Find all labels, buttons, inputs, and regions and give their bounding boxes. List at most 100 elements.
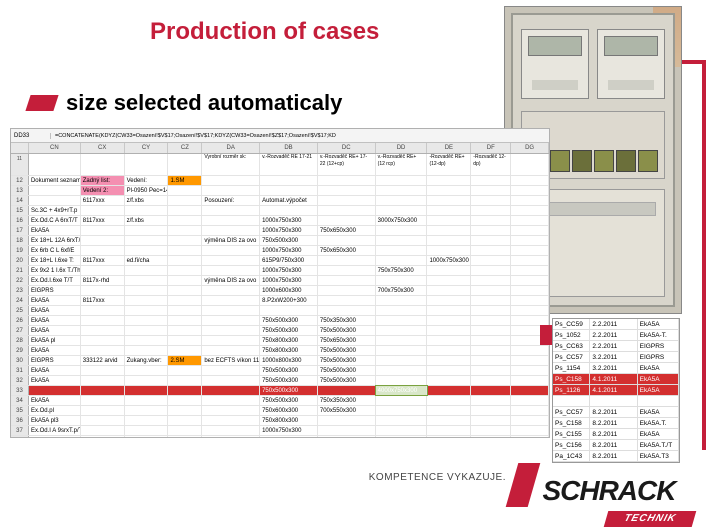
cell[interactable] — [427, 286, 471, 295]
cell[interactable]: 750x500x300 — [318, 346, 376, 355]
cell[interactable] — [202, 336, 260, 345]
cell[interactable] — [318, 216, 376, 225]
cell[interactable] — [260, 176, 318, 185]
column-header[interactable]: DC — [318, 143, 376, 153]
cell[interactable] — [168, 396, 202, 405]
cell[interactable]: Ex.Od.C A 6rxT/T — [29, 216, 81, 225]
cell[interactable] — [376, 316, 428, 325]
cell[interactable] — [471, 286, 511, 295]
cell[interactable] — [125, 276, 169, 285]
cell[interactable]: 750x800x300 — [260, 346, 318, 355]
cell[interactable] — [81, 426, 125, 435]
cell[interactable]: 750x500x300 — [260, 316, 318, 325]
cell[interactable] — [376, 426, 428, 435]
cell[interactable]: Ex 9x2 1 I.6x T./Th. — [29, 266, 81, 275]
cell[interactable] — [511, 226, 549, 235]
cell[interactable] — [427, 426, 471, 435]
cell[interactable] — [168, 186, 202, 195]
cell[interactable] — [427, 226, 471, 235]
cell[interactable] — [376, 396, 428, 405]
cell[interactable]: z/f.xbs — [125, 196, 169, 205]
cell[interactable]: z/f.xbs — [125, 216, 169, 225]
cell[interactable]: 8117xxx — [81, 256, 125, 265]
cell[interactable] — [81, 376, 125, 385]
cell[interactable] — [427, 376, 471, 385]
cell[interactable]: Dokument seznam — [29, 176, 81, 185]
cell[interactable] — [202, 316, 260, 325]
cell[interactable] — [376, 196, 428, 205]
cell[interactable] — [376, 296, 428, 305]
cell[interactable] — [81, 316, 125, 325]
cell[interactable]: 750x500x300 — [260, 366, 318, 375]
cell[interactable] — [318, 286, 376, 295]
cell[interactable] — [471, 206, 511, 215]
cell[interactable] — [168, 416, 202, 425]
cell[interactable] — [202, 436, 260, 438]
cell[interactable] — [125, 316, 169, 325]
cell[interactable] — [511, 436, 549, 438]
cell[interactable] — [81, 226, 125, 235]
cell[interactable] — [318, 256, 376, 265]
cell[interactable] — [471, 406, 511, 415]
cell[interactable] — [202, 286, 260, 295]
cell[interactable]: 14 — [11, 196, 29, 205]
cell[interactable]: 37 — [11, 426, 29, 435]
cell[interactable] — [427, 296, 471, 305]
cell[interactable]: 750x350x300 — [318, 316, 376, 325]
cell[interactable]: Pl-0950 Pec=14 — [125, 186, 169, 195]
cell[interactable]: 6117xxx — [81, 196, 125, 205]
cell[interactable] — [471, 386, 511, 395]
cell[interactable] — [125, 286, 169, 295]
cell[interactable] — [376, 246, 428, 255]
cell[interactable]: -Rozvaděč RE+ (12-dp) — [427, 154, 471, 175]
cell[interactable]: Vedení 2: — [81, 186, 125, 195]
cell[interactable] — [202, 326, 260, 335]
cell[interactable] — [376, 336, 428, 345]
cell[interactable] — [376, 326, 428, 335]
cell[interactable] — [125, 266, 169, 275]
cell[interactable]: 35 — [11, 406, 29, 415]
cell[interactable]: 750x350x300 — [318, 396, 376, 405]
cell[interactable] — [318, 386, 376, 395]
cell[interactable]: výměna DIS za ovo — [202, 276, 260, 285]
cell[interactable] — [202, 426, 260, 435]
cell[interactable]: Ex 18+L I.6xe T: — [29, 256, 81, 265]
cell[interactable]: 29 — [11, 346, 29, 355]
cell[interactable]: 750x650x300 — [318, 226, 376, 235]
cell[interactable] — [318, 236, 376, 245]
cell[interactable] — [125, 376, 169, 385]
cell[interactable] — [427, 216, 471, 225]
cell[interactable]: 700x550x300 — [318, 406, 376, 415]
cell[interactable] — [318, 266, 376, 275]
cell[interactable] — [376, 376, 428, 385]
cell[interactable]: 18 — [11, 236, 29, 245]
cell[interactable]: 1000x750x300 — [260, 246, 318, 255]
cell[interactable]: 17 — [11, 226, 29, 235]
cell[interactable] — [471, 326, 511, 335]
column-header[interactable]: CX — [81, 143, 125, 153]
cell[interactable] — [376, 186, 428, 195]
cell[interactable]: 36 — [11, 416, 29, 425]
cell[interactable] — [125, 236, 169, 245]
cell[interactable] — [471, 176, 511, 185]
cell[interactable] — [376, 366, 428, 375]
cell[interactable] — [376, 206, 428, 215]
cell[interactable] — [81, 406, 125, 415]
cell[interactable]: ed.fi/cha — [125, 256, 169, 265]
cell[interactable]: EkA5A j1 — [29, 436, 81, 438]
cell[interactable] — [511, 376, 549, 385]
cell[interactable] — [376, 416, 428, 425]
cell[interactable]: 38 — [11, 436, 29, 438]
cell[interactable] — [511, 286, 549, 295]
cell[interactable]: 33 — [11, 386, 29, 395]
cell[interactable]: Vyrobní rozměr sk: — [202, 154, 260, 175]
cell[interactable] — [29, 386, 81, 395]
cell[interactable] — [427, 406, 471, 415]
cell[interactable]: EkA5A — [29, 316, 81, 325]
cell[interactable] — [471, 346, 511, 355]
cell[interactable] — [125, 416, 169, 425]
cell[interactable]: 8117x-rhd — [81, 276, 125, 285]
cell[interactable] — [168, 296, 202, 305]
cell[interactable] — [125, 366, 169, 375]
cell[interactable]: 34 — [11, 396, 29, 405]
